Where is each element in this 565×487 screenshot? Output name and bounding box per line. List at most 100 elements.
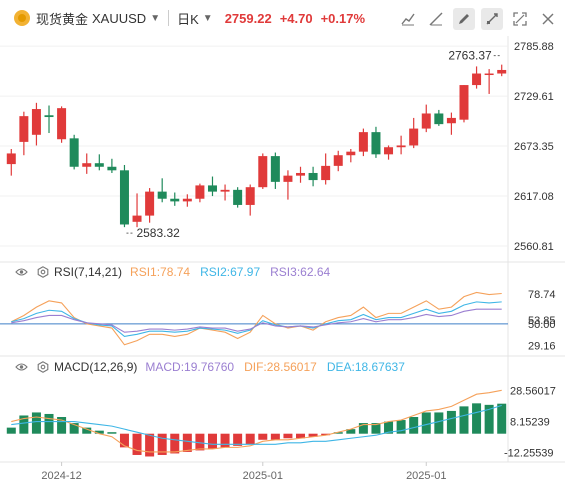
macd-histogram-bar bbox=[107, 432, 117, 434]
time-axis: 2024-12 2025-01 2025-01 bbox=[41, 462, 446, 482]
candle-body bbox=[170, 198, 180, 202]
candle-body bbox=[69, 138, 79, 167]
macd-value: MACD:19.76760 bbox=[145, 360, 235, 374]
candle-body bbox=[446, 117, 456, 124]
macd-legend: MACD(12,26,9) MACD:19.76760 DIF:28.56017… bbox=[0, 360, 405, 374]
macd-histogram-bar bbox=[119, 433, 129, 448]
rsi2-value: RSI2:67.97 bbox=[200, 265, 261, 279]
eye-icon[interactable] bbox=[14, 265, 28, 279]
macd-histogram-bar bbox=[384, 421, 394, 434]
rsi1-value: RSI1:78.74 bbox=[130, 265, 191, 279]
macd-histogram-bar bbox=[409, 417, 419, 434]
rsi-tick-label: 53.85 bbox=[528, 315, 556, 327]
macd-histogram-bar bbox=[207, 433, 217, 449]
macd-histogram-bar bbox=[182, 433, 192, 452]
rsi-legend: RSI(7,14,21) RSI1:78.74 RSI2:67.97 RSI3:… bbox=[0, 265, 330, 279]
macd-histogram-bar bbox=[258, 433, 268, 440]
header-bar: 现货黄金 XAUUSD ▼ 日K ▼ 2759.22 +4.70 +0.17% bbox=[0, 0, 565, 36]
macd-histogram-bar bbox=[157, 433, 167, 455]
candle-body bbox=[132, 215, 142, 222]
macd-histogram-bar bbox=[245, 433, 255, 445]
settings-icon[interactable] bbox=[481, 8, 503, 30]
candle-body bbox=[119, 170, 129, 225]
macd-histogram-bar bbox=[270, 433, 280, 440]
candle-body bbox=[434, 113, 444, 125]
macd-histogram-bar bbox=[497, 403, 507, 434]
candle-body bbox=[44, 115, 54, 118]
chart-type-icon[interactable] bbox=[425, 8, 447, 30]
time-tick-label: 2024-12 bbox=[41, 470, 81, 482]
macd-histogram-bar bbox=[308, 433, 318, 437]
macd-histogram-bar bbox=[6, 427, 16, 434]
rsi-label: RSI(7,14,21) bbox=[54, 265, 123, 279]
time-tick-label: 2025-01 bbox=[406, 470, 446, 482]
macd-eye-icon[interactable] bbox=[14, 360, 28, 374]
candle-body bbox=[19, 116, 29, 142]
macd-series bbox=[6, 389, 507, 457]
candle-body bbox=[346, 151, 356, 156]
macd-histogram-bar bbox=[396, 420, 406, 434]
candle-body bbox=[384, 147, 394, 155]
candle-body bbox=[31, 109, 41, 135]
symbol-selector[interactable]: XAUUSD bbox=[92, 10, 147, 26]
low-price-label: 2583.32 bbox=[136, 226, 180, 240]
candle-body bbox=[283, 175, 293, 182]
macd-histogram-bar bbox=[19, 415, 29, 434]
macd-histogram-bar bbox=[57, 417, 67, 434]
period-chevron-down-icon[interactable]: ▼ bbox=[202, 12, 213, 24]
candlestick-series bbox=[6, 64, 507, 228]
candle-body bbox=[145, 191, 155, 216]
period-selector[interactable]: 日K bbox=[177, 11, 199, 27]
macd-label: MACD(12,26,9) bbox=[54, 360, 138, 374]
macd-tick-label: 8.15239 bbox=[510, 416, 550, 428]
candle-body bbox=[220, 189, 230, 192]
draw-icon[interactable] bbox=[453, 8, 475, 30]
macd-tick-label: -12.25539 bbox=[504, 447, 554, 459]
macd-histogram-bar bbox=[94, 430, 104, 434]
macd-histogram-bar bbox=[283, 433, 293, 439]
macd-histogram-bar bbox=[69, 423, 79, 434]
candle-body bbox=[57, 108, 67, 140]
candle-body bbox=[195, 185, 205, 199]
macd-histogram-bar bbox=[296, 433, 306, 439]
price-tick-label: 2673.35 bbox=[514, 141, 554, 153]
candle-body bbox=[421, 113, 431, 129]
candle-body bbox=[233, 189, 243, 205]
dea-value: DEA:18.67637 bbox=[326, 360, 405, 374]
macd-histogram-bar bbox=[44, 413, 54, 434]
rsi-tick-label: 50.00 bbox=[528, 319, 556, 331]
price-tick-label: 2617.08 bbox=[514, 191, 554, 203]
rsi-line-2 bbox=[11, 301, 502, 337]
macd-histogram-bar bbox=[195, 433, 205, 451]
close-icon[interactable] bbox=[537, 8, 559, 30]
macd-histogram-bar bbox=[170, 433, 180, 454]
macd-histogram-bar bbox=[459, 406, 469, 434]
macd-settings-icon[interactable] bbox=[36, 360, 50, 374]
candle-body bbox=[182, 198, 192, 202]
macd-histogram-bar bbox=[132, 433, 142, 455]
rsi-tick-label: 78.74 bbox=[528, 289, 556, 301]
last-price: 2759.22 bbox=[224, 10, 272, 26]
candle-body bbox=[157, 191, 167, 199]
candle-body bbox=[207, 185, 217, 192]
macd-histogram-bar bbox=[333, 432, 343, 434]
candle-body bbox=[497, 69, 507, 74]
rsi-line-3 bbox=[11, 308, 502, 333]
macd-histogram-bar bbox=[82, 427, 92, 434]
macd-histogram-bar bbox=[31, 412, 41, 434]
candle-body bbox=[245, 187, 255, 205]
candle-body bbox=[484, 73, 494, 76]
candle-body bbox=[321, 165, 331, 181]
instrument-name: 现货黄金 bbox=[36, 11, 89, 27]
dea-line bbox=[11, 404, 502, 445]
macd-histogram-bar bbox=[421, 412, 431, 434]
toolbar bbox=[397, 8, 559, 30]
macd-histogram-bar bbox=[484, 404, 494, 434]
chevron-down-icon[interactable]: ▼ bbox=[150, 12, 161, 24]
line-tool-icon[interactable] bbox=[397, 8, 419, 30]
macd-tick-label: 28.56017 bbox=[510, 385, 556, 397]
fullscreen-icon[interactable] bbox=[509, 8, 531, 30]
macd-histogram-bar bbox=[434, 412, 444, 434]
indicator-settings-icon[interactable] bbox=[36, 265, 50, 279]
